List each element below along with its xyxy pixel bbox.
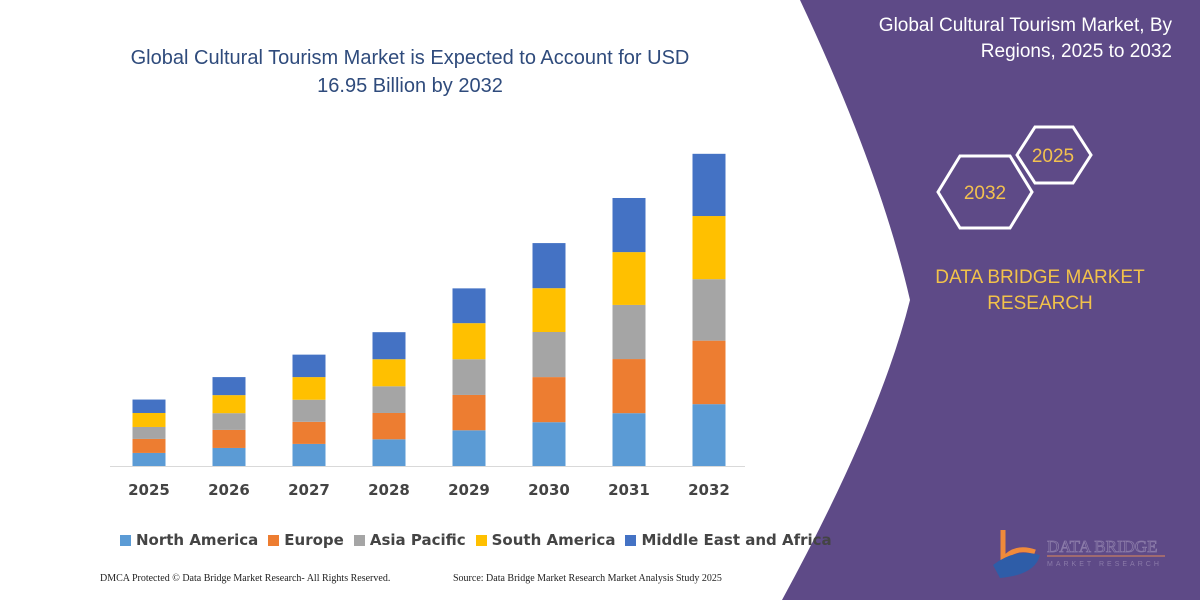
bar-segment-2025-europe	[132, 438, 166, 453]
bar-segment-2028-asia-pacific	[372, 386, 406, 413]
bar-segment-2027-europe	[292, 421, 326, 444]
bar-segment-2026-north-america	[212, 447, 246, 466]
copyright-text: DMCA Protected © Data Bridge Market Rese…	[100, 573, 391, 584]
hexagon-2032-icon: 2032	[936, 154, 1034, 230]
legend-item: Europe	[268, 531, 344, 549]
bar-segment-2025-middle-east-and-africa	[132, 399, 166, 413]
brand-line1: DATA BRIDGE MARKET	[935, 267, 1145, 288]
bar-segment-2027-north-america	[292, 443, 326, 466]
legend-label: Middle East and Africa	[641, 531, 832, 549]
legend-label: South America	[491, 531, 616, 549]
logo-text: DATA BRIDGE	[1047, 537, 1158, 556]
hex-2025-label: 2025	[1032, 146, 1074, 167]
legend-item: Asia Pacific	[353, 531, 466, 549]
bar-segment-2027-middle-east-and-africa	[292, 354, 326, 378]
bar-segment-2025-south-america	[132, 412, 166, 427]
bar-segment-2032-north-america	[692, 404, 726, 466]
bar-segment-2026-asia-pacific	[212, 413, 246, 430]
legend-swatch	[475, 534, 487, 546]
x-tick-label: 2032	[688, 481, 730, 499]
legend-swatch	[625, 534, 637, 546]
bar-segment-2027-asia-pacific	[292, 399, 326, 422]
legend-item: North America	[120, 531, 258, 549]
chart-title-line1: Global Cultural Tourism Market is Expect…	[130, 47, 690, 69]
legend-label: Asia Pacific	[369, 531, 466, 549]
bar-segment-2030-europe	[532, 377, 566, 423]
chart-title: Global Cultural Tourism Market is Expect…	[110, 44, 710, 100]
bar-segment-2029-south-america	[452, 323, 486, 360]
side-title-line2: Regions, 2025 to 2032	[980, 41, 1172, 62]
bar-segment-2026-south-america	[212, 395, 246, 414]
bar-segment-2030-north-america	[532, 422, 566, 466]
x-tick-label: 2029	[448, 481, 490, 499]
bar-segment-2030-south-america	[532, 288, 566, 332]
bar-segment-2029-middle-east-and-africa	[452, 288, 486, 324]
x-tick-label: 2025	[128, 481, 170, 499]
legend-swatch	[268, 534, 280, 546]
legend-swatch	[353, 534, 365, 546]
bar-segment-2031-europe	[612, 359, 646, 414]
chart-title-line2: 16.95 Billion by 2032	[317, 75, 503, 97]
legend-swatch	[120, 534, 131, 546]
legend-label: North America	[136, 531, 259, 549]
bar-segment-2027-south-america	[292, 377, 326, 400]
bar-segment-2032-middle-east-and-africa	[692, 153, 726, 217]
x-tick-label: 2030	[528, 481, 570, 499]
hexagon-2025-icon: 2025	[1015, 125, 1093, 185]
bar-segment-2031-south-america	[612, 252, 646, 305]
bar-segment-2026-middle-east-and-africa	[212, 377, 246, 396]
x-tick-label: 2028	[368, 481, 410, 499]
bar-segment-2028-middle-east-and-africa	[372, 332, 406, 360]
bar-segment-2028-europe	[372, 412, 406, 440]
legend-label: Europe	[284, 531, 344, 549]
bar-segment-2028-south-america	[372, 359, 406, 387]
brand-line2: RESEARCH	[987, 293, 1093, 314]
bar-segment-2030-asia-pacific	[532, 331, 566, 378]
source-text: Source: Data Bridge Market Research Mark…	[453, 573, 722, 584]
bar-segment-2028-north-america	[372, 439, 406, 466]
data-bridge-logo: DATA BRIDGE MARKET RESEARCH	[993, 530, 1165, 578]
brand-name: DATA BRIDGE MARKET RESEARCH	[920, 265, 1160, 317]
logo-subtext: MARKET RESEARCH	[1047, 561, 1162, 568]
x-tick-label: 2027	[288, 481, 330, 499]
bar-segment-2029-europe	[452, 394, 486, 431]
bar-segment-2025-north-america	[132, 452, 166, 466]
bar-segment-2032-south-america	[692, 216, 726, 280]
legend: North America Europe Asia Pacific South Ame…	[120, 531, 832, 549]
bar-segment-2031-north-america	[612, 413, 646, 466]
x-tick-label: 2026	[208, 481, 250, 499]
stacked-bar-chart: 2025 2026 2027 2028 2029 2030 2031 2032	[110, 153, 745, 499]
bar-segment-2025-asia-pacific	[132, 426, 166, 439]
bar-segment-2031-middle-east-and-africa	[612, 197, 646, 253]
side-panel-title: Global Cultural Tourism Market, By Regio…	[842, 13, 1172, 65]
hex-2032-label: 2032	[964, 183, 1006, 204]
bar-segment-2029-north-america	[452, 430, 486, 466]
bar-segment-2032-asia-pacific	[692, 279, 726, 341]
bar-segment-2032-europe	[692, 340, 726, 405]
bar-segment-2026-europe	[212, 429, 246, 448]
legend-item: Middle East and Africa	[625, 531, 832, 549]
side-title-line1: Global Cultural Tourism Market, By	[878, 15, 1172, 36]
legend-item: South America	[475, 531, 616, 549]
bar-segment-2030-middle-east-and-africa	[532, 243, 566, 289]
bar-segment-2031-asia-pacific	[612, 304, 646, 360]
bar-segment-2029-asia-pacific	[452, 359, 486, 395]
x-tick-label: 2031	[608, 481, 650, 499]
